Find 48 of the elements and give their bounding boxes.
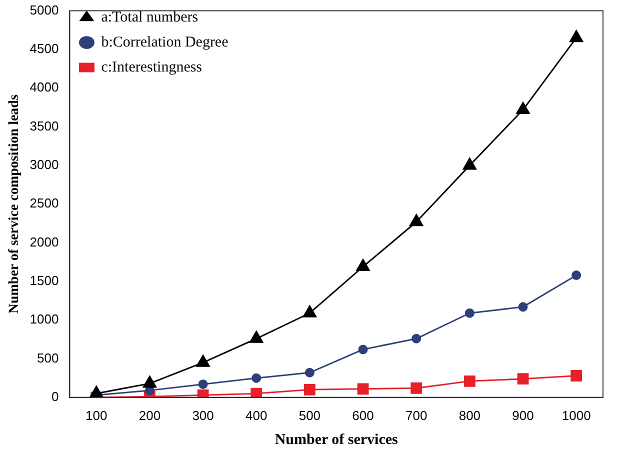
point (570, 30, 584, 42)
x-tick-label: 800 (458, 408, 481, 423)
y-tick-label: 5000 (30, 2, 59, 18)
y-tick-label: 0 (51, 388, 59, 404)
point (570, 370, 582, 382)
point (518, 302, 528, 312)
point (516, 102, 530, 114)
point (410, 382, 422, 394)
y-tick-label: 3000 (30, 157, 59, 172)
y-tick-label: 3500 (30, 118, 59, 134)
x-tick-label: 900 (512, 408, 534, 423)
point (356, 258, 370, 271)
point (412, 334, 422, 344)
point (410, 214, 424, 226)
x-tick-label: 700 (406, 408, 428, 423)
point (198, 380, 208, 390)
point (302, 305, 317, 318)
point (357, 383, 369, 395)
point (250, 388, 262, 398)
point (462, 158, 476, 170)
point (252, 373, 262, 383)
point (358, 344, 368, 354)
x-tick-label: 200 (138, 408, 161, 423)
point (304, 368, 314, 378)
y-tick-label: 1500 (30, 273, 59, 288)
point (304, 384, 316, 396)
x-tick-label: 300 (192, 408, 214, 423)
y-axis-title: Number of service composition leads (7, 94, 22, 314)
point (464, 308, 474, 318)
y-tick-label: 2000 (30, 234, 59, 250)
point (517, 373, 529, 385)
y-tick-label: 4500 (30, 41, 59, 56)
legend-label: b:Correlation Degree (101, 34, 229, 50)
legend-label: c:Interestingness (101, 59, 202, 76)
x-tick-label: 600 (352, 408, 374, 423)
y-tick-label: 2500 (30, 196, 59, 211)
x-axis-title: Number of services (274, 432, 398, 448)
point (572, 270, 582, 280)
x-tick-label: 500 (298, 408, 321, 423)
legend-label: a:Total numbers (101, 9, 198, 26)
x-tick-label: 400 (246, 408, 268, 423)
point (464, 375, 476, 387)
y-tick-label: 4000 (30, 80, 59, 95)
y-tick-label: 500 (37, 350, 59, 366)
y-tick-label: 1000 (30, 312, 59, 327)
x-tick-label: 1000 (562, 408, 591, 423)
point (250, 330, 264, 343)
x-tick-label: 100 (86, 408, 108, 423)
